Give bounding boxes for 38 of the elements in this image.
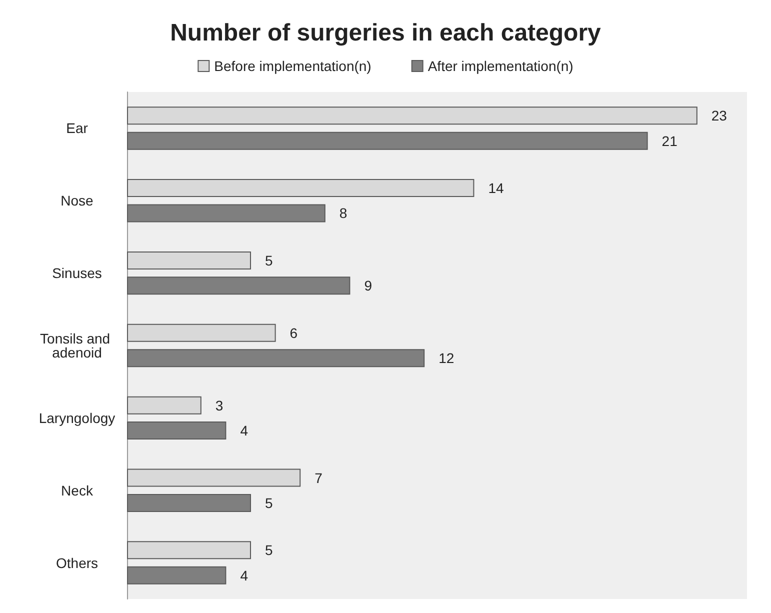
data-label: 23 <box>711 108 728 124</box>
bar <box>127 324 276 342</box>
bar <box>127 422 226 440</box>
data-label: 12 <box>438 350 454 366</box>
chart-title: Number of surgeries in each category <box>170 20 602 46</box>
data-label: 5 <box>265 252 273 268</box>
data-label: 4 <box>240 422 248 439</box>
data-label: 5 <box>265 542 273 558</box>
data-label: 6 <box>290 324 298 341</box>
y-tick-label: Neck <box>61 482 94 498</box>
data-label: 14 <box>488 180 504 196</box>
y-tick-label: Ear <box>66 120 88 136</box>
legend-label: After implementation(n) <box>428 58 574 74</box>
bar <box>127 349 425 368</box>
bar <box>127 566 226 584</box>
data-label: 3 <box>215 397 224 414</box>
y-tick-label: Sinuses <box>52 265 102 282</box>
data-label: 9 <box>364 278 372 294</box>
y-tick-label: Nose <box>60 192 94 209</box>
data-label: 7 <box>314 470 323 486</box>
bar <box>127 251 251 270</box>
bar <box>127 204 326 222</box>
bar <box>127 541 251 560</box>
bar <box>127 468 301 487</box>
y-tick-label: Others <box>56 554 98 571</box>
data-label: 8 <box>339 205 348 222</box>
bar <box>127 106 698 125</box>
data-label: 4 <box>240 567 248 584</box>
bar <box>127 396 202 414</box>
bar <box>127 132 648 150</box>
y-tick-label: Tonsils and adenoid <box>40 330 114 360</box>
data-label: 5 <box>265 494 273 511</box>
legend-label: Before implementation(n) <box>214 58 372 74</box>
bar <box>127 276 350 295</box>
bar <box>127 494 251 512</box>
data-label: 21 <box>662 132 678 149</box>
y-tick-label: Laryngology <box>38 410 116 426</box>
bar <box>127 179 474 198</box>
